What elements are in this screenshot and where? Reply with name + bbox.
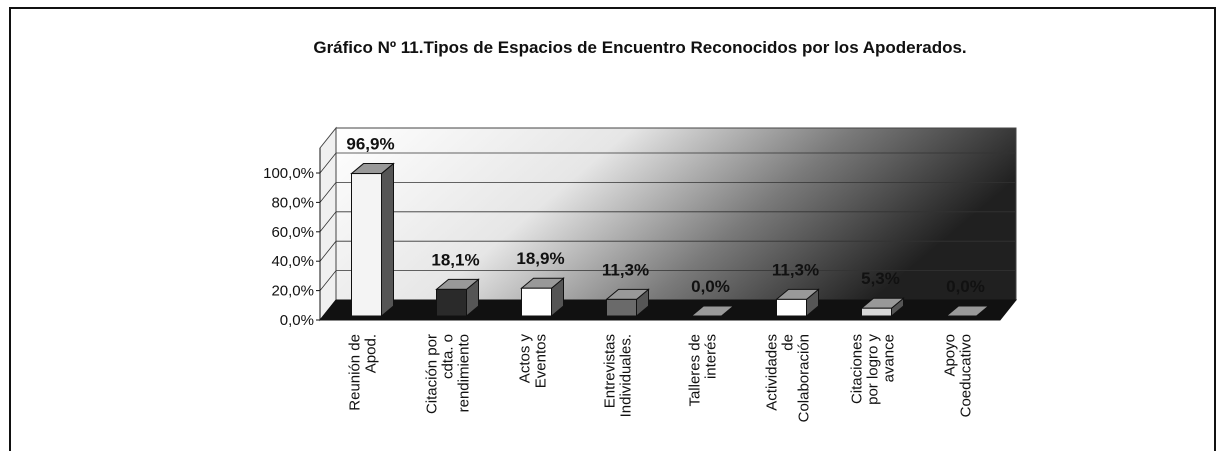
bar [606, 298, 637, 317]
bar-top [690, 305, 735, 317]
floor [318, 299, 1018, 321]
bar [436, 288, 467, 317]
grid-line [319, 211, 1016, 233]
bar [521, 287, 552, 317]
chart-title: Gráfico Nº 11.Tipos de Espacios de Encue… [313, 38, 966, 57]
y-tick-label: 40,0% [271, 253, 314, 270]
value-label: 11,3% [602, 260, 649, 279]
value-label: 18,9% [516, 249, 564, 268]
grid-line [319, 152, 1016, 174]
y-tick-label: 80,0% [271, 194, 314, 211]
x-tick-label: Talleres deinterés [687, 334, 720, 407]
grid-line [319, 181, 1016, 203]
value-label: 0,0% [946, 277, 985, 296]
y-tick-label: 60,0% [271, 224, 314, 241]
value-label: 18,1% [431, 250, 479, 269]
grid-line [319, 270, 1016, 291]
y-tick-label: 100,0% [263, 165, 314, 182]
grid-line [319, 240, 1016, 262]
value-label: 5,3% [861, 269, 900, 288]
x-tick-label: Citación porcdta. orendimiento [424, 334, 473, 414]
x-tick-label: ActividadesdeColaboración [764, 334, 813, 422]
y-tick-label: 0,0% [280, 312, 314, 329]
value-label: 96,9% [346, 135, 394, 154]
x-tick-label: Reunión deApod. [347, 334, 380, 411]
side-wall [319, 126, 337, 322]
x-tick-label: Actos yEventos [517, 334, 550, 389]
bar [351, 173, 382, 317]
value-label: 0,0% [691, 277, 730, 296]
x-tick-label: EntrevistasIndividuales. [602, 334, 635, 417]
frame [9, 7, 1216, 451]
y-tick-label: 20,0% [271, 283, 314, 300]
x-tick-label: ApoyoCoeducativo [942, 334, 975, 417]
x-tick-label: Citacionespor logro yavance [849, 334, 898, 405]
bar-side [381, 162, 394, 318]
bar-top [945, 305, 990, 317]
bar [776, 298, 807, 317]
bar [861, 307, 892, 317]
value-label: 11,3% [772, 260, 819, 279]
back-wall [335, 127, 1017, 301]
